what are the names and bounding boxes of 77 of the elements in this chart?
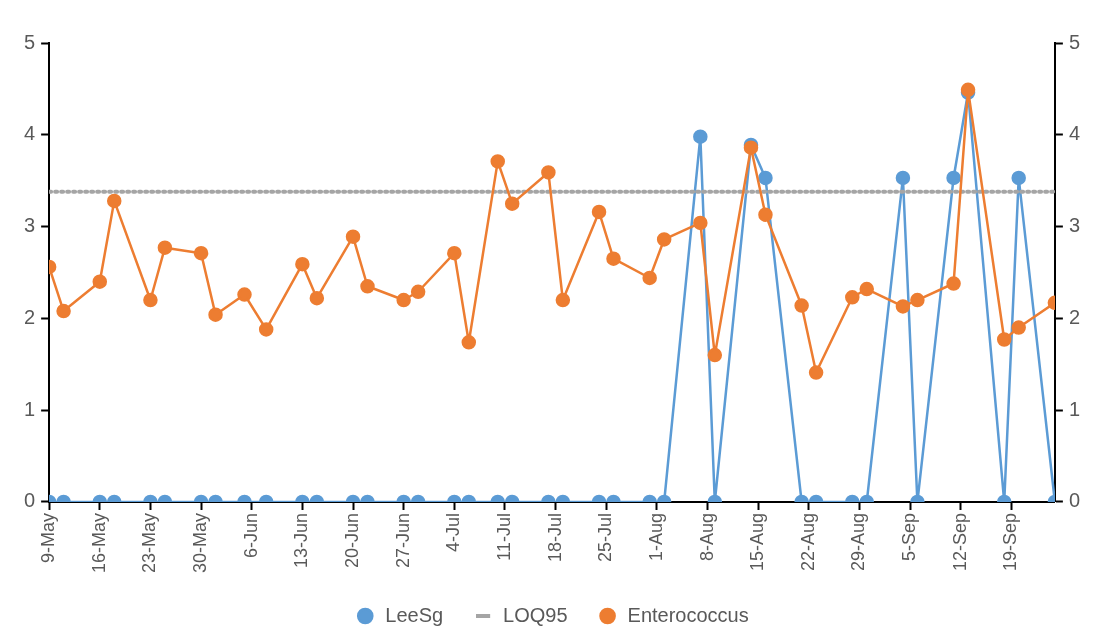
point [1011, 320, 1026, 335]
point [157, 240, 173, 255]
point [895, 299, 911, 314]
point [693, 129, 708, 144]
point [895, 170, 911, 186]
point [591, 204, 607, 220]
point [946, 276, 961, 291]
y-tick-label: 0 [24, 489, 36, 512]
x-tick-label: 18-Jul [544, 512, 565, 563]
y2-tick-label: 2 [1068, 305, 1080, 328]
point [946, 170, 961, 186]
point [309, 290, 325, 306]
point [541, 165, 556, 180]
x-tick-label: 22-Aug [797, 512, 818, 572]
y2-tick-label: 4 [1068, 122, 1080, 145]
point [447, 245, 462, 261]
point [193, 245, 209, 261]
point [295, 256, 310, 272]
x-tick-label: 16-May [88, 512, 109, 574]
y-tick-label: 1 [24, 397, 36, 420]
point [56, 303, 71, 319]
x-tick-label: 30-May [190, 512, 211, 574]
y-tick-label: 5 [24, 30, 36, 53]
point [606, 251, 621, 266]
point [237, 287, 252, 302]
point [410, 284, 426, 300]
point [707, 347, 723, 363]
x-tick-label: 25-Jul [595, 512, 616, 563]
x-tick-label: 20-Jun [341, 512, 362, 569]
point [1011, 170, 1026, 186]
x-tick-label: 23-May [139, 512, 160, 574]
x-tick-label: 27-Jun [392, 512, 413, 569]
legend-label: LeeSg [385, 603, 444, 626]
point [504, 196, 520, 211]
x-tick-label: 19-Sep [1000, 512, 1021, 572]
x-tick-label: 8-Aug [696, 512, 717, 562]
y-tick-label: 4 [24, 122, 36, 145]
legend-label: LOQ95 [503, 603, 568, 626]
x-tick-label: 12-Sep [949, 512, 970, 572]
point [642, 270, 657, 286]
point [92, 274, 108, 289]
point [845, 290, 860, 305]
legend-label: Enterococcus [627, 603, 749, 626]
y-tick-label: 3 [24, 214, 36, 237]
point [208, 307, 223, 322]
point [143, 292, 158, 308]
point [656, 232, 672, 247]
point [106, 193, 122, 209]
x-tick-label: 1-Aug [645, 512, 666, 562]
x-tick-label: 13-Jun [291, 512, 312, 569]
x-tick-label: 6-Jun [240, 512, 261, 559]
point [461, 335, 477, 350]
point [808, 365, 824, 380]
x-tick-label: 15-Aug [747, 512, 768, 572]
x-tick-label: 11-Jul [493, 512, 514, 561]
x-tick-label: 5-Sep [899, 512, 920, 562]
point [396, 292, 411, 308]
point [794, 298, 809, 313]
y2-tick-label: 3 [1068, 214, 1080, 237]
x-tick-label: 4-Jul [443, 512, 464, 552]
point [859, 281, 874, 297]
x-tick-label: 29-Aug [848, 512, 869, 572]
point [910, 292, 925, 308]
y2-tick-label: 5 [1068, 30, 1080, 53]
point [345, 229, 361, 244]
y2-tick-label: 0 [1068, 489, 1080, 512]
point [758, 170, 773, 186]
point [693, 215, 708, 231]
y2-tick-label: 1 [1068, 397, 1080, 420]
point [258, 322, 274, 337]
point [758, 207, 773, 222]
x-tick-label: 9-May [38, 512, 59, 563]
point [555, 292, 571, 308]
point [996, 332, 1012, 347]
y-tick-label: 2 [24, 305, 36, 328]
point [490, 154, 505, 169]
point [360, 279, 375, 294]
